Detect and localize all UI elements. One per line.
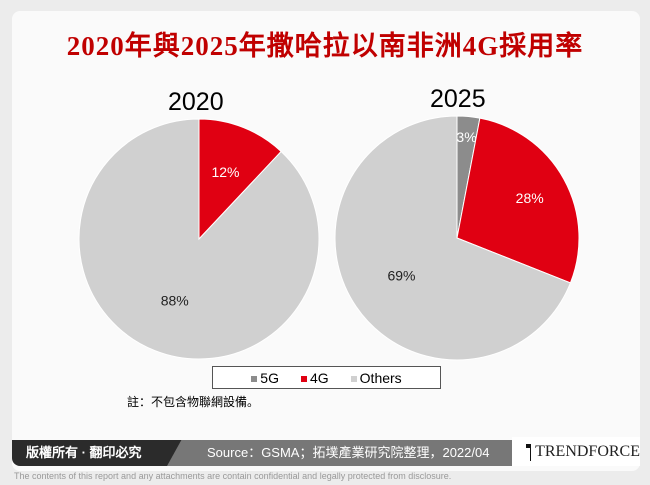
pie-slice-2020-others [78, 118, 320, 360]
data-label-2025-4g: 28% [516, 190, 544, 206]
data-label-2025-others: 69% [387, 268, 415, 284]
legend-item-others: Others [350, 370, 402, 386]
data-label-2020-4g: 12% [211, 164, 239, 180]
pie-slice-2025-4g [456, 117, 580, 284]
source: Source：GSMA；拓墣產業研究院整理，2022/04 [167, 440, 527, 466]
brand-logo: TRENDFORCE [512, 437, 640, 466]
copyright: 版權所有 · 翻印必究 [12, 440, 182, 466]
note: 註：不包含物聯網設備。 [127, 395, 260, 409]
pie-title-2025: 2025 [430, 85, 486, 113]
pie-title-2020: 2020 [168, 88, 224, 116]
legend-item-4g: 4G [300, 370, 329, 386]
legend: 5G 4G Others [212, 366, 441, 389]
data-label-2020-others: 88% [161, 292, 189, 308]
chart-title: 2020年與2025年撒哈拉以南非洲4G採用率 [66, 31, 584, 61]
data-label-2025-5g: 3% [456, 129, 476, 145]
pie-slice-2020-4g [198, 118, 282, 241]
trendforce-logo-icon [526, 443, 532, 461]
legend-item-5g: 5G [251, 370, 279, 386]
footer: 版權所有 · 翻印必究 Source：GSMA；拓墣產業研究院整理，2022/0… [12, 437, 640, 466]
disclaimer: The contents of this report and any atta… [14, 471, 452, 481]
pie-slice-2025-others [334, 115, 572, 361]
